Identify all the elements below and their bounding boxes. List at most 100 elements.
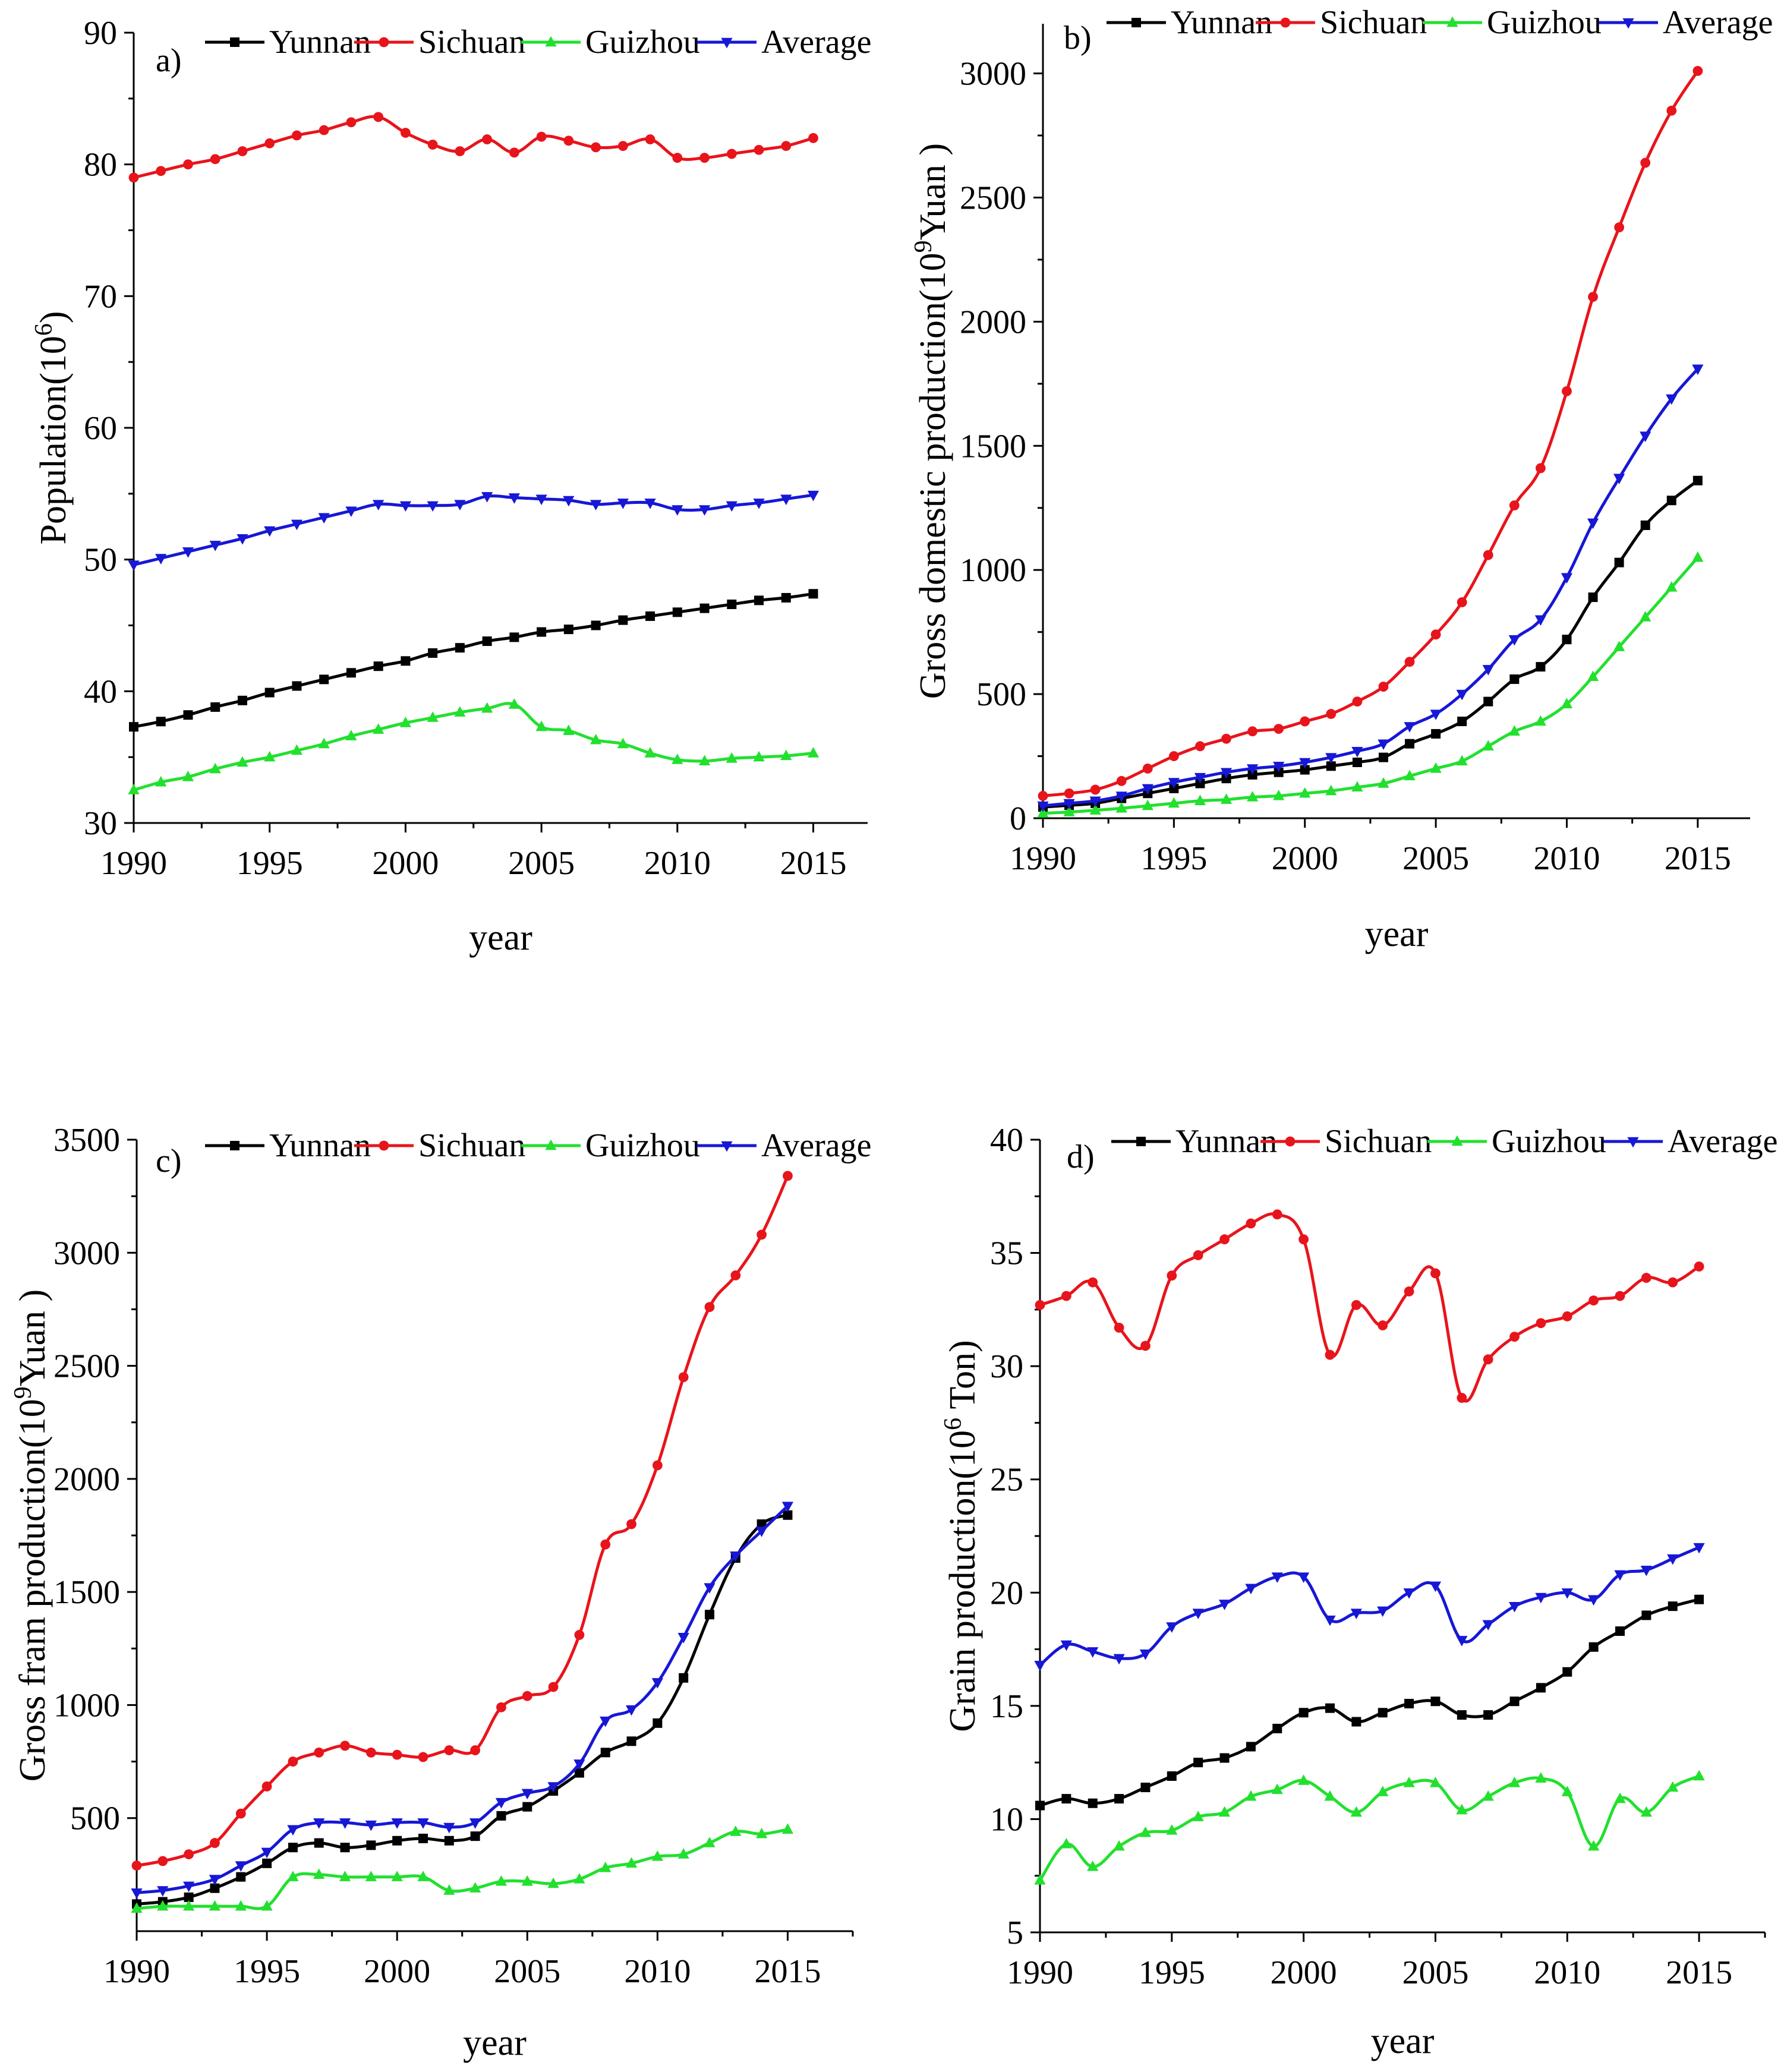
legend-label: Guizhou bbox=[1492, 1123, 1606, 1160]
data-point bbox=[1378, 777, 1389, 788]
x-tick-label: 2015 bbox=[780, 845, 847, 882]
data-point bbox=[482, 636, 492, 646]
data-point bbox=[1615, 1626, 1625, 1636]
data-point bbox=[726, 752, 737, 763]
data-point bbox=[1693, 1770, 1705, 1781]
data-point bbox=[1456, 1803, 1468, 1815]
data-point bbox=[677, 1848, 689, 1859]
data-point bbox=[704, 1837, 716, 1847]
y-tick-label: 30 bbox=[84, 805, 117, 842]
data-point bbox=[183, 1900, 195, 1911]
data-point bbox=[600, 1862, 612, 1872]
series-yunnan bbox=[1035, 1594, 1704, 1811]
data-point bbox=[1535, 1772, 1547, 1783]
legend-swatch-marker bbox=[1451, 1135, 1463, 1146]
data-point bbox=[1641, 1610, 1651, 1620]
data-point bbox=[1457, 717, 1467, 727]
data-point bbox=[495, 1797, 508, 1809]
data-point bbox=[1692, 551, 1704, 562]
data-point bbox=[392, 1749, 402, 1760]
data-point bbox=[1352, 696, 1363, 707]
data-point bbox=[444, 1745, 455, 1755]
legend-label: Yunnan bbox=[1175, 1123, 1277, 1160]
series-average bbox=[1037, 364, 1704, 812]
data-point bbox=[1299, 758, 1311, 769]
data-point bbox=[1614, 222, 1625, 233]
data-point bbox=[617, 499, 629, 509]
data-point bbox=[1298, 1234, 1309, 1245]
legend-label: Average bbox=[1668, 1123, 1778, 1160]
legend-swatch-marker bbox=[1446, 16, 1458, 27]
data-point bbox=[391, 1818, 403, 1829]
data-point bbox=[508, 493, 520, 504]
data-point bbox=[1246, 791, 1259, 802]
data-point bbox=[704, 1583, 716, 1594]
data-point bbox=[645, 611, 655, 621]
x-tick-label: 1990 bbox=[103, 1953, 170, 1990]
data-point bbox=[470, 1831, 480, 1841]
data-point bbox=[399, 501, 412, 512]
data-point bbox=[651, 1850, 663, 1861]
x-tick-label: 2005 bbox=[494, 1953, 560, 1990]
chart-panel: 500 1000 1500 2000 2500 3000 3500 1990 1995 2000 2… bbox=[10, 1122, 872, 2063]
data-point bbox=[1060, 1640, 1072, 1651]
data-point bbox=[1195, 741, 1205, 752]
data-point bbox=[1587, 670, 1599, 682]
data-point bbox=[262, 1858, 272, 1868]
series-line bbox=[1041, 556, 1700, 815]
data-point bbox=[155, 775, 167, 787]
data-point bbox=[1193, 1250, 1203, 1260]
legend-label: Average bbox=[1663, 4, 1773, 41]
legend-swatch-marker bbox=[379, 1140, 389, 1151]
data-point bbox=[184, 1892, 194, 1902]
data-point bbox=[1114, 1322, 1124, 1333]
x-tick-label: 2000 bbox=[1271, 1954, 1337, 1991]
data-point bbox=[1508, 635, 1520, 646]
data-point bbox=[401, 128, 411, 138]
data-point bbox=[698, 505, 711, 516]
legend-swatch-marker bbox=[1280, 17, 1291, 28]
data-point bbox=[757, 1229, 767, 1240]
data-point bbox=[781, 1502, 794, 1512]
panel-label: d) bbox=[1067, 1139, 1095, 1175]
data-point bbox=[1404, 657, 1415, 667]
data-point bbox=[1667, 1554, 1679, 1565]
data-point bbox=[1482, 665, 1494, 676]
data-point bbox=[1666, 581, 1678, 592]
data-point bbox=[573, 1873, 585, 1884]
x-tick-label: 2000 bbox=[1272, 840, 1338, 877]
x-tick-label: 1995 bbox=[234, 1953, 300, 1990]
x-tick-label: 1995 bbox=[237, 845, 303, 882]
data-point bbox=[1194, 794, 1206, 805]
data-point bbox=[1325, 784, 1337, 796]
data-point bbox=[373, 661, 383, 671]
data-point bbox=[288, 1843, 298, 1853]
y-tick-label: 90 bbox=[84, 15, 117, 52]
data-point bbox=[1429, 1581, 1442, 1592]
y-tick-label: 60 bbox=[84, 410, 117, 447]
data-point bbox=[1140, 1783, 1151, 1793]
data-point bbox=[1588, 592, 1598, 603]
y-tick-label: 25 bbox=[990, 1462, 1023, 1499]
data-point bbox=[1246, 1218, 1256, 1229]
data-point bbox=[1430, 1268, 1441, 1279]
data-point bbox=[1614, 1570, 1626, 1581]
data-point bbox=[508, 698, 520, 709]
data-point bbox=[574, 1768, 584, 1778]
data-point bbox=[418, 1752, 428, 1762]
data-point bbox=[591, 620, 601, 630]
data-point bbox=[699, 153, 710, 163]
data-point bbox=[1324, 1790, 1336, 1801]
x-axis-label: year bbox=[1371, 2021, 1435, 2061]
data-point bbox=[1509, 1696, 1520, 1707]
legend-swatch-marker bbox=[721, 1141, 733, 1152]
data-point bbox=[392, 1836, 402, 1846]
data-point bbox=[1692, 475, 1703, 485]
data-point bbox=[727, 600, 737, 610]
data-point bbox=[1536, 1318, 1546, 1329]
data-point bbox=[496, 1702, 506, 1713]
data-point bbox=[346, 668, 356, 678]
data-point bbox=[1640, 611, 1651, 622]
data-point bbox=[1482, 1620, 1494, 1631]
data-point bbox=[417, 1871, 429, 1881]
